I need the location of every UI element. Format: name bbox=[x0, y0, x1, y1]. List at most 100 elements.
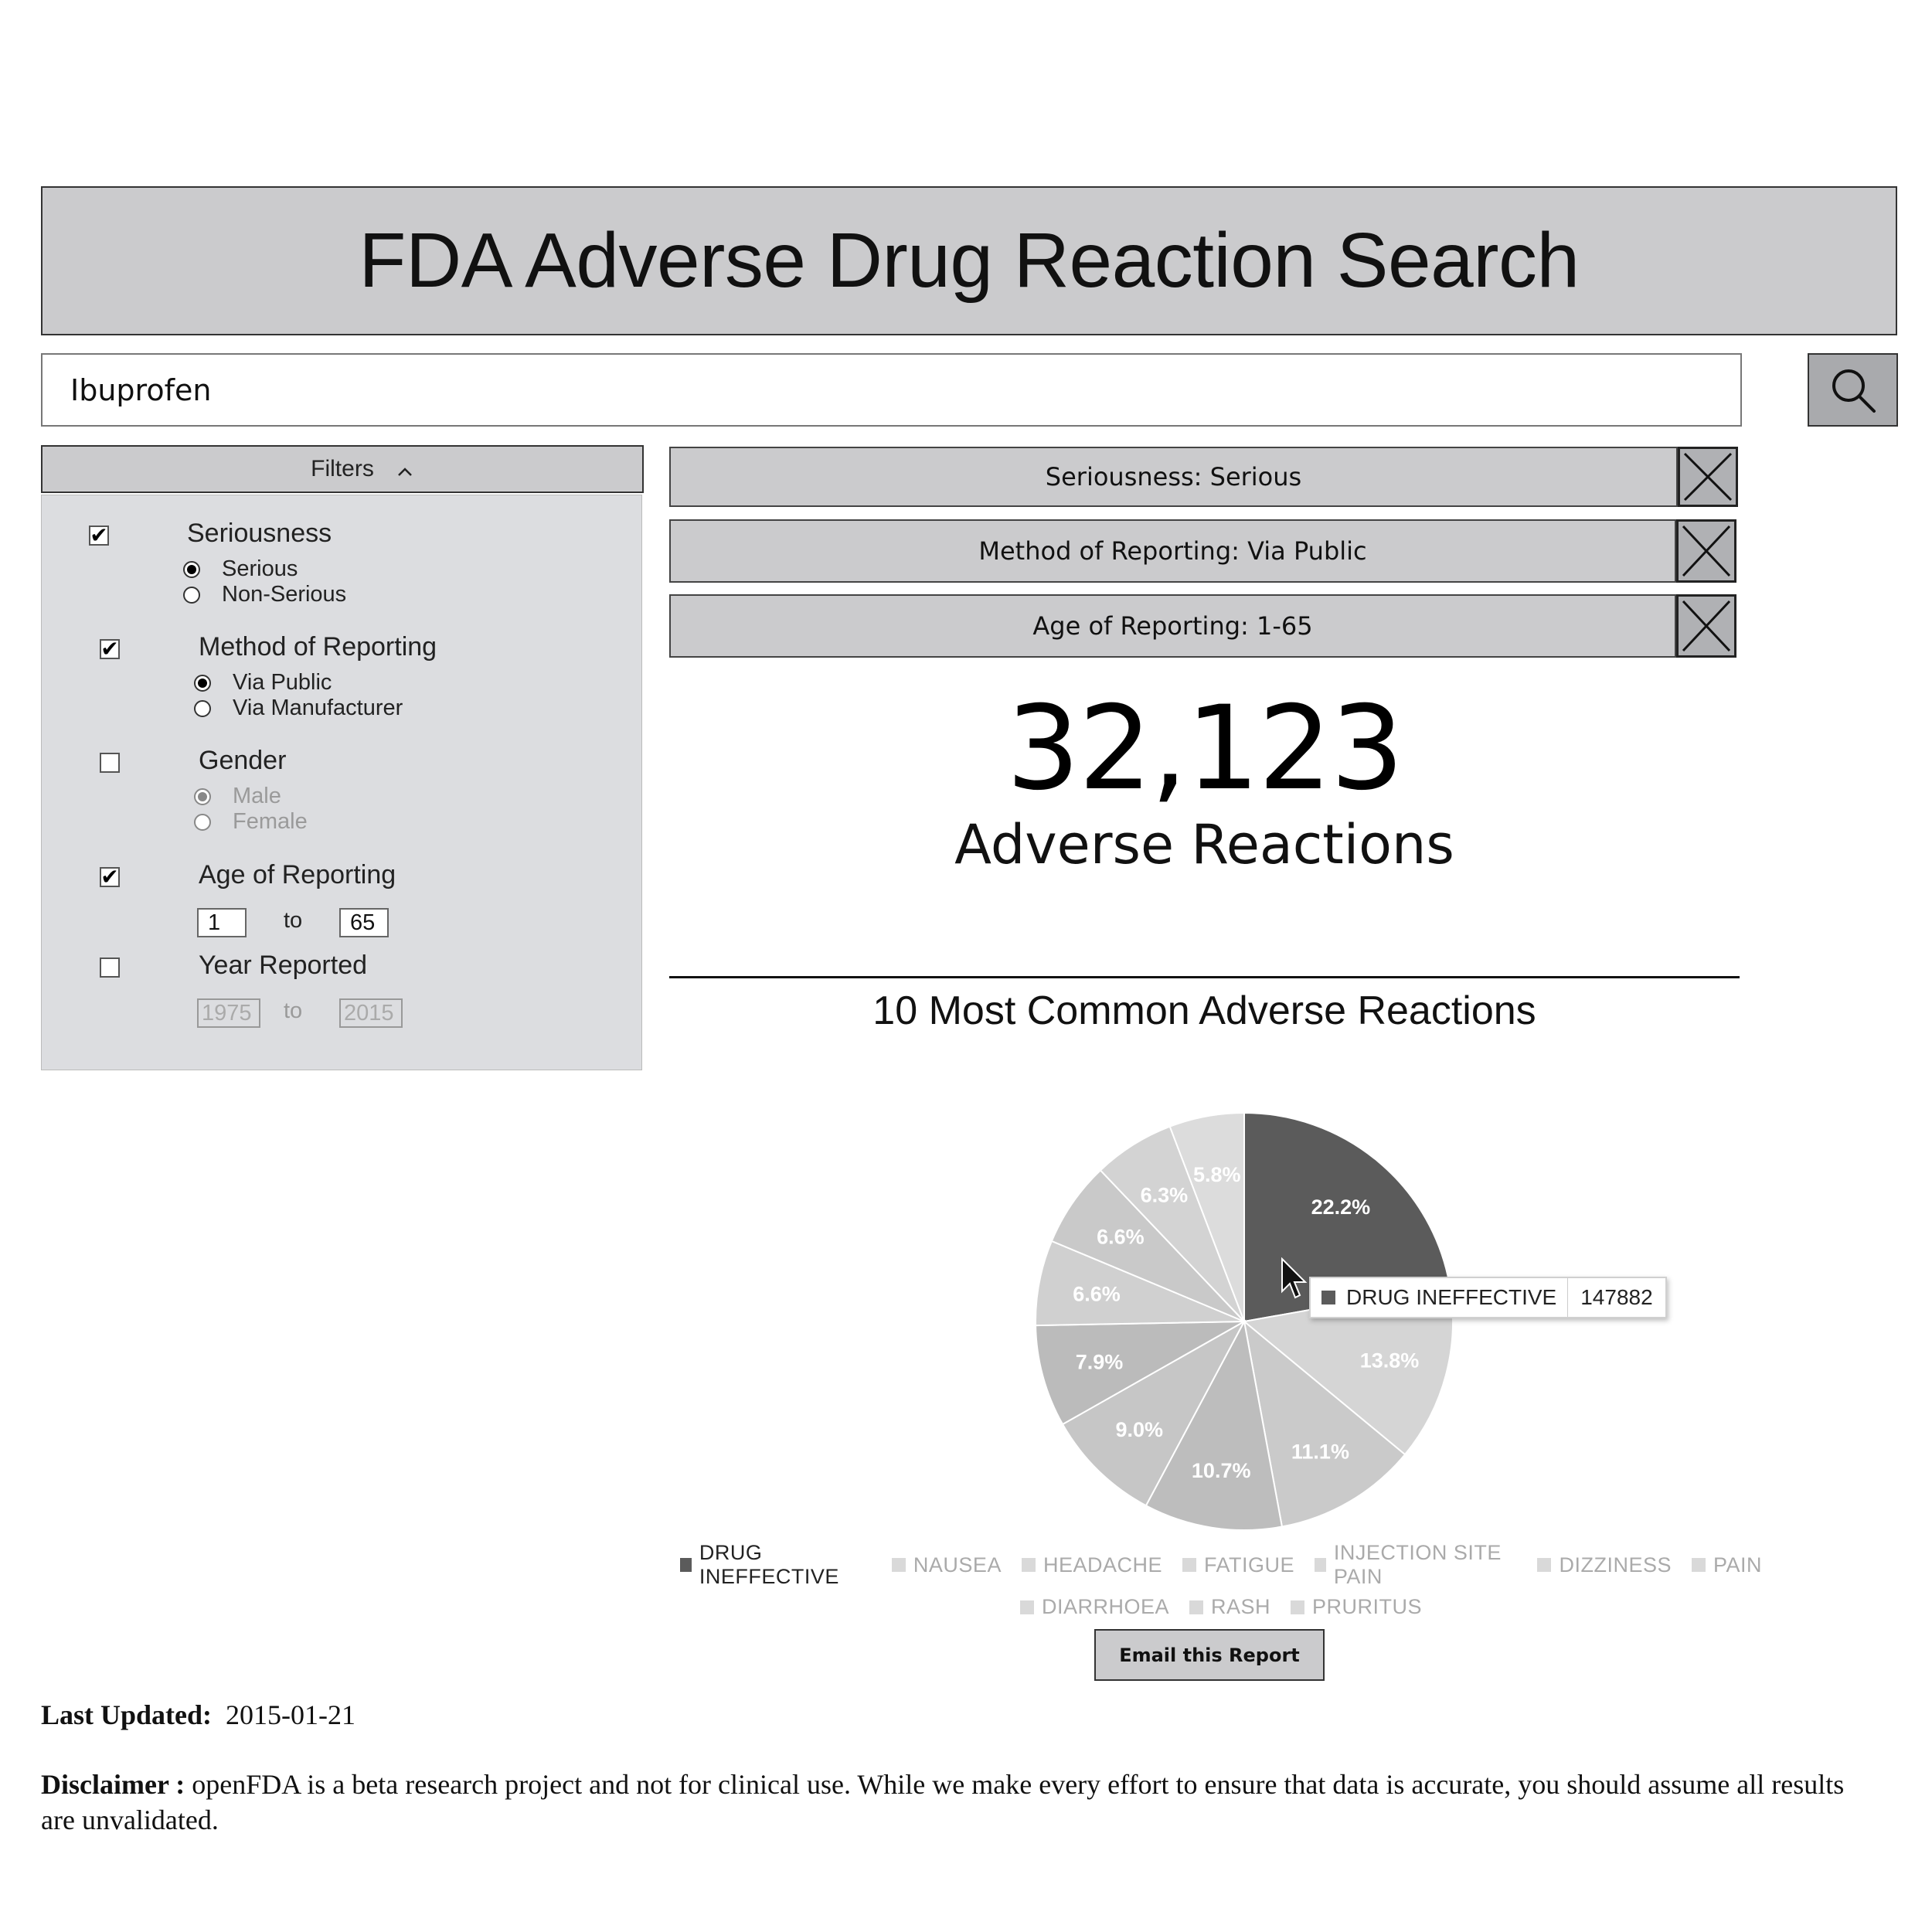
search-input[interactable] bbox=[41, 353, 1742, 427]
tooltip-swatch bbox=[1321, 1291, 1335, 1304]
legend-item[interactable]: DRUG INEFFECTIVE bbox=[680, 1541, 872, 1589]
filters-panel: ✔ Seriousness Serious Non-Serious ✔ Meth… bbox=[41, 495, 642, 1070]
pie-slice-diarrhoea[interactable] bbox=[1050, 1168, 1245, 1322]
remove-filter-button[interactable] bbox=[1676, 519, 1736, 583]
legend-label: PRURITUS bbox=[1312, 1595, 1423, 1618]
chart-tooltip: DRUG INEFFECTIVE 147882 bbox=[1309, 1277, 1667, 1318]
active-filter-chip: Age of Reporting: 1-65 bbox=[669, 594, 1676, 658]
remove-filter-button[interactable] bbox=[1676, 594, 1736, 658]
pie-slice-pruritus[interactable] bbox=[1168, 1111, 1245, 1322]
pie-data-label: 6.6% bbox=[1097, 1226, 1145, 1249]
legend-swatch bbox=[1537, 1558, 1552, 1572]
pie-slice-dizziness[interactable] bbox=[1035, 1321, 1245, 1426]
legend-item[interactable]: DIZZINESS bbox=[1537, 1541, 1672, 1589]
age-to-input[interactable]: 65 bbox=[339, 908, 389, 937]
pie-data-label: 13.8% bbox=[1360, 1349, 1420, 1372]
chart-legend: DRUG INEFFECTIVE NAUSEA HEADACHE FATIGUE INJ… bbox=[680, 1541, 1762, 1625]
legend-swatch bbox=[1291, 1600, 1305, 1614]
last-updated-label: Last Updated: bbox=[41, 1699, 213, 1730]
year-from-input[interactable]: 1975 bbox=[197, 998, 260, 1028]
method-public-radio[interactable] bbox=[194, 675, 211, 692]
legend-label: HEADACHE bbox=[1043, 1553, 1162, 1577]
pie-slice-headache[interactable] bbox=[1243, 1319, 1406, 1528]
legend-swatch bbox=[1021, 1558, 1036, 1572]
pie-slice-drug-ineffective[interactable] bbox=[1243, 1111, 1451, 1323]
legend-item[interactable]: HEADACHE bbox=[1021, 1541, 1162, 1589]
active-filter-label: Age of Reporting: 1-65 bbox=[1032, 611, 1313, 641]
close-icon bbox=[1682, 525, 1731, 577]
disclaimer-label: Disclaimer : bbox=[41, 1769, 185, 1800]
close-icon bbox=[1682, 600, 1731, 652]
pie-slice-pain[interactable] bbox=[1035, 1240, 1245, 1327]
active-filter-chip: Seriousness: Serious bbox=[669, 447, 1678, 507]
search-button[interactable] bbox=[1808, 353, 1898, 427]
legend-item[interactable]: PRURITUS bbox=[1291, 1595, 1422, 1619]
age-title: Age of Reporting bbox=[199, 860, 396, 889]
legend-item[interactable]: NAUSEA bbox=[891, 1541, 1002, 1589]
pie-slice-injection-site-pain[interactable] bbox=[1061, 1319, 1247, 1507]
legend-item[interactable]: DIARRHOEA bbox=[1019, 1595, 1169, 1619]
method-public-label: Via Public bbox=[233, 670, 332, 695]
pie-slice-fatigue[interactable] bbox=[1145, 1319, 1284, 1531]
legend-label: DRUG INEFFECTIVE bbox=[699, 1541, 839, 1588]
seriousness-title: Seriousness bbox=[187, 519, 332, 548]
legend-swatch bbox=[1019, 1600, 1034, 1614]
seriousness-serious-label: Serious bbox=[222, 556, 298, 581]
method-manufacturer-radio[interactable] bbox=[194, 700, 211, 717]
gender-male-radio[interactable] bbox=[194, 788, 211, 805]
age-from-input[interactable]: 1 bbox=[197, 908, 247, 937]
email-report-button[interactable]: Email this Report bbox=[1094, 1629, 1325, 1681]
gender-title: Gender bbox=[199, 746, 287, 775]
legend-label: DIZZINESS bbox=[1559, 1553, 1672, 1577]
gender-checkbox[interactable] bbox=[100, 753, 120, 773]
legend-label: NAUSEA bbox=[913, 1553, 1002, 1577]
pie-data-label: 6.3% bbox=[1141, 1184, 1189, 1207]
filters-toggle[interactable]: Filters bbox=[41, 445, 644, 493]
pie-data-label: 5.8% bbox=[1193, 1163, 1241, 1186]
disclaimer-text: openFDA is a beta research project and n… bbox=[41, 1769, 1845, 1835]
pie-chart[interactable]: 22.2% 13.8% 11.1% 10.7% 9.0% 7.9% 6.6% 6.6% 6.3%… bbox=[1020, 1097, 1468, 1546]
pie-data-label: 9.0% bbox=[1116, 1418, 1164, 1441]
active-filter-label: Method of Reporting: Via Public bbox=[978, 536, 1367, 566]
page-header: FDA Adverse Drug Reaction Search bbox=[41, 186, 1897, 335]
pie-data-label: 7.9% bbox=[1076, 1350, 1124, 1373]
year-checkbox[interactable] bbox=[100, 957, 120, 978]
disclaimer: Disclaimer : openFDA is a beta research … bbox=[41, 1767, 1880, 1838]
reaction-count-label: Adverse Reactions bbox=[954, 813, 1454, 876]
legend-item[interactable]: RASH bbox=[1189, 1595, 1270, 1619]
active-filter-chip: Method of Reporting: Via Public bbox=[669, 519, 1676, 583]
gender-male-label: Male bbox=[233, 784, 281, 808]
filters-toggle-label: Filters bbox=[311, 456, 374, 481]
age-checkbox[interactable]: ✔ bbox=[100, 865, 120, 889]
last-updated-value: 2015-01-21 bbox=[226, 1699, 356, 1730]
gender-female-label: Female bbox=[233, 809, 308, 834]
reaction-count: 32,123 bbox=[1006, 682, 1404, 816]
legend-item[interactable]: FATIGUE bbox=[1182, 1541, 1294, 1589]
legend-swatch bbox=[891, 1558, 906, 1572]
remove-filter-button[interactable] bbox=[1678, 447, 1738, 507]
page-title: FDA Adverse Drug Reaction Search bbox=[359, 217, 1580, 304]
seriousness-checkbox[interactable]: ✔ bbox=[89, 523, 109, 547]
year-to-label: to bbox=[284, 998, 303, 1023]
seriousness-nonserious-label: Non-Serious bbox=[222, 582, 347, 607]
legend-item[interactable]: PAIN bbox=[1691, 1541, 1762, 1589]
year-title: Year Reported bbox=[199, 951, 368, 980]
legend-item[interactable]: INJECTION SITE PAIN bbox=[1315, 1541, 1517, 1589]
legend-label: RASH bbox=[1211, 1595, 1271, 1618]
seriousness-nonserious-radio[interactable] bbox=[183, 587, 200, 604]
legend-label: FATIGUE bbox=[1204, 1553, 1295, 1577]
seriousness-serious-radio[interactable] bbox=[183, 561, 200, 578]
method-checkbox[interactable]: ✔ bbox=[100, 637, 120, 661]
chevron-up-icon bbox=[398, 468, 412, 476]
last-updated: Last Updated: 2015-01-21 bbox=[41, 1699, 355, 1731]
tooltip-label: DRUG INEFFECTIVE bbox=[1346, 1285, 1557, 1309]
year-to-input[interactable]: 2015 bbox=[339, 998, 403, 1028]
pie-data-label: 6.6% bbox=[1073, 1283, 1121, 1306]
pie-data-label: 11.1% bbox=[1291, 1440, 1349, 1464]
search-icon bbox=[1832, 369, 1876, 413]
chart-title: 10 Most Common Adverse Reactions bbox=[872, 988, 1536, 1033]
legend-swatch bbox=[1691, 1558, 1706, 1572]
legend-swatch bbox=[1182, 1558, 1196, 1572]
gender-female-radio[interactable] bbox=[194, 814, 211, 831]
legend-label: DIARRHOEA bbox=[1041, 1595, 1169, 1618]
